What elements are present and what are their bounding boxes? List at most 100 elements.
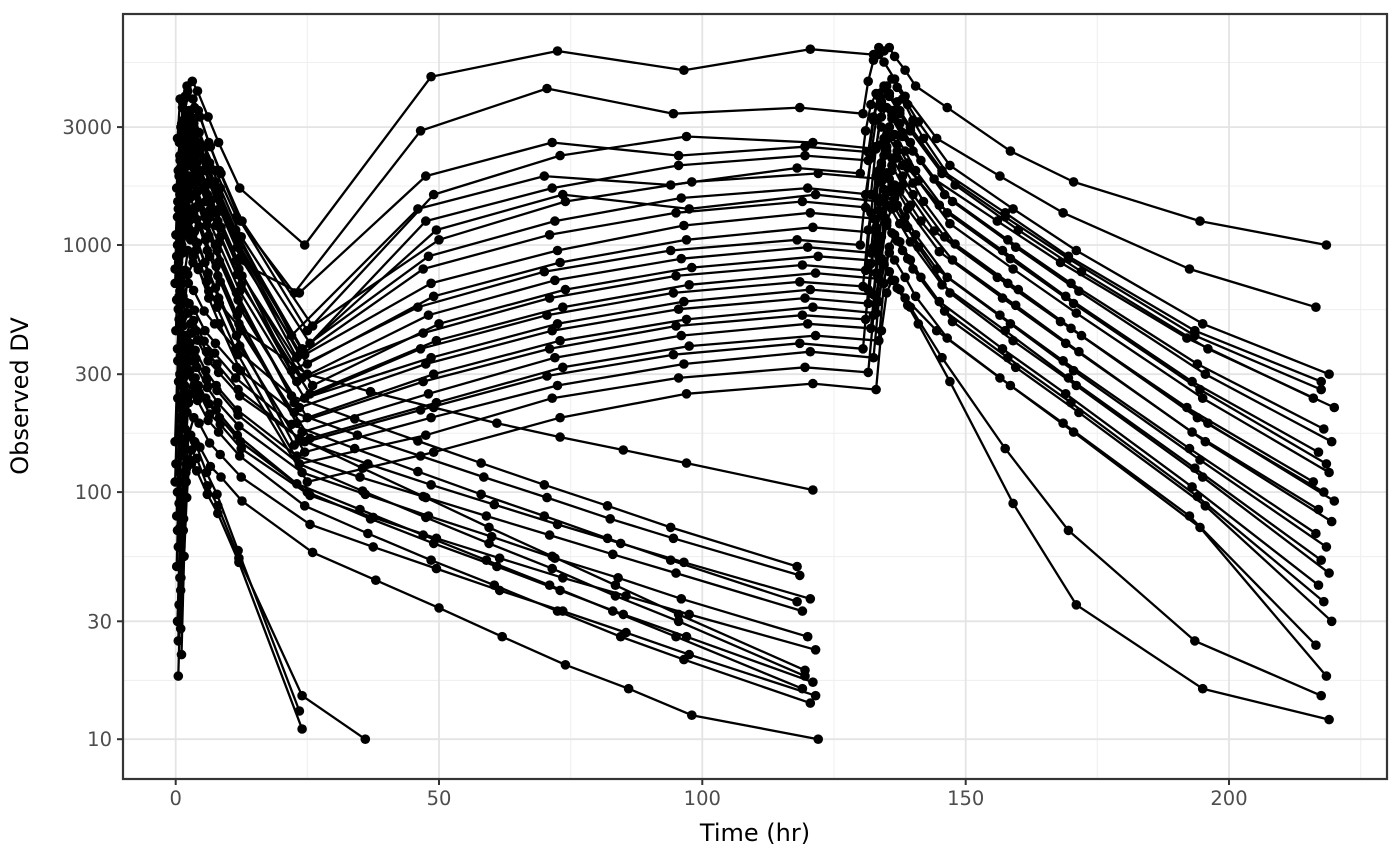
observation-point [939, 306, 950, 316]
observation-point [176, 451, 186, 461]
y-tick-label: 100 [75, 481, 112, 504]
observation-point [1319, 596, 1329, 607]
observation-point [542, 371, 552, 381]
observation-point [1060, 389, 1071, 399]
observation-point [363, 459, 373, 469]
observation-point [934, 246, 945, 257]
observation-point [204, 158, 215, 168]
observation-point [200, 235, 211, 245]
observation-point [415, 405, 426, 415]
observation-point [1321, 459, 1332, 469]
observation-point [884, 186, 895, 197]
observation-point [1000, 443, 1010, 454]
observation-point [992, 272, 1003, 283]
observation-point [889, 230, 900, 240]
observation-point [910, 230, 921, 240]
observation-point [230, 225, 241, 235]
observation-point [942, 102, 952, 113]
observation-point [684, 280, 694, 290]
observation-point [286, 419, 297, 430]
observation-point [874, 177, 884, 187]
observation-point [203, 112, 213, 122]
observation-point [805, 698, 816, 708]
observation-point [1060, 291, 1071, 302]
observation-point [871, 222, 881, 233]
observation-point [795, 102, 805, 113]
observation-point [413, 436, 423, 446]
observation-point [426, 412, 436, 423]
observation-point [610, 591, 621, 601]
observation-point [908, 264, 918, 274]
observation-point [1010, 300, 1021, 311]
observation-point [191, 453, 202, 464]
observation-point [1074, 286, 1084, 297]
observation-point [918, 133, 929, 144]
observation-point [174, 467, 185, 478]
x-tick-label: 200 [1210, 787, 1247, 810]
observation-point [539, 171, 550, 181]
observation-point [808, 485, 818, 495]
observation-point [202, 481, 213, 491]
observation-point [887, 275, 897, 286]
observation-point [671, 568, 681, 578]
observation-point [176, 542, 186, 552]
observation-point [810, 268, 821, 278]
observation-point [202, 382, 213, 393]
observation-point [180, 359, 191, 369]
observation-point [188, 257, 198, 268]
observation-point [892, 153, 902, 163]
observation-point [1324, 467, 1334, 478]
y-axis-title: Observed DV [6, 317, 34, 475]
observation-point [418, 376, 429, 387]
observation-point [189, 380, 199, 391]
observation-point [947, 316, 958, 327]
observation-point [230, 256, 241, 267]
observation-point [209, 348, 220, 359]
observation-point [1010, 362, 1021, 373]
observation-point [179, 371, 190, 381]
observation-point [213, 238, 224, 248]
observation-point [889, 193, 900, 203]
observation-point [189, 163, 199, 173]
observation-point [552, 245, 563, 256]
observation-point [489, 499, 500, 510]
observation-point [542, 492, 552, 503]
observation-point [671, 271, 681, 281]
observation-point [204, 438, 215, 448]
observation-point [900, 146, 910, 156]
observation-point [212, 245, 222, 256]
observation-point [866, 258, 876, 269]
observation-point [950, 180, 960, 190]
observation-point [863, 225, 873, 235]
observation-point [676, 253, 687, 264]
observation-point [802, 183, 813, 193]
observation-point [605, 514, 615, 524]
observation-point [937, 280, 947, 290]
observation-point [1068, 427, 1079, 437]
observation-point [808, 677, 818, 687]
observation-point [307, 321, 318, 331]
observation-point [355, 504, 365, 515]
observation-point [368, 512, 379, 523]
observation-point [679, 359, 689, 369]
observation-point [200, 325, 210, 336]
observation-point [797, 260, 808, 270]
observation-point [355, 472, 365, 482]
observation-point [178, 321, 188, 331]
y-tick-label: 1000 [62, 234, 112, 257]
observation-point [797, 606, 808, 616]
observation-point [681, 389, 692, 399]
observation-point [863, 298, 873, 309]
observation-point [884, 266, 895, 277]
observation-point [174, 424, 185, 434]
observation-point [172, 616, 183, 627]
observation-point [558, 606, 568, 616]
observation-point [805, 44, 816, 54]
observation-point [434, 603, 444, 613]
observation-point [175, 278, 185, 289]
observation-point [210, 338, 221, 349]
observation-point [1192, 491, 1203, 502]
observation-point [892, 139, 902, 150]
observation-point [201, 220, 212, 231]
